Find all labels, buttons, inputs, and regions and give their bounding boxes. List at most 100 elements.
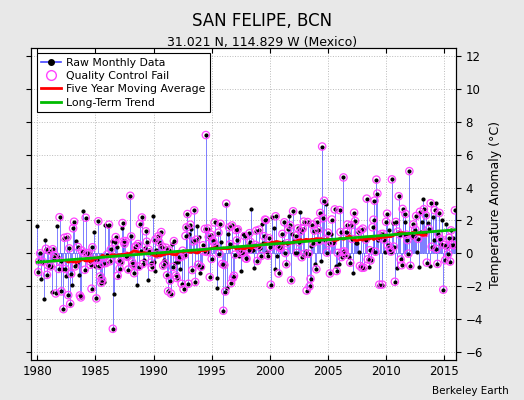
Point xyxy=(294,239,303,246)
Point xyxy=(143,238,151,245)
Point xyxy=(362,236,370,243)
Point xyxy=(339,248,347,255)
Point xyxy=(308,222,316,228)
Point xyxy=(123,254,132,260)
Point xyxy=(49,246,57,252)
Point xyxy=(94,218,103,224)
Point xyxy=(286,222,294,228)
Point xyxy=(208,256,216,262)
Point xyxy=(354,229,362,236)
Point xyxy=(112,234,120,240)
Point xyxy=(102,260,110,266)
Point xyxy=(297,228,305,234)
Point xyxy=(443,243,451,249)
Point xyxy=(271,213,280,220)
Point xyxy=(347,222,355,228)
Point xyxy=(136,221,144,227)
Point xyxy=(340,248,348,255)
Point xyxy=(151,236,160,243)
Point xyxy=(138,214,146,221)
Point xyxy=(264,252,272,259)
Point xyxy=(298,254,306,260)
Point xyxy=(129,262,137,268)
Point xyxy=(356,263,364,269)
Point xyxy=(430,207,439,214)
Point xyxy=(304,250,313,257)
Point xyxy=(114,257,123,263)
Point xyxy=(364,256,372,262)
Point xyxy=(246,239,255,245)
Point xyxy=(390,278,399,285)
Point xyxy=(232,227,240,233)
Point xyxy=(145,246,153,253)
Point xyxy=(398,206,407,212)
Point xyxy=(60,234,69,241)
Point xyxy=(178,248,187,254)
Point xyxy=(219,308,227,314)
Point xyxy=(433,261,442,267)
Point xyxy=(47,263,55,270)
Point xyxy=(132,243,140,250)
Point xyxy=(412,213,420,219)
Point xyxy=(346,260,354,266)
Point xyxy=(335,207,344,213)
Point xyxy=(141,228,150,234)
Point xyxy=(98,276,106,283)
Point xyxy=(395,193,403,200)
Point xyxy=(35,258,43,265)
Point xyxy=(65,245,73,252)
Point xyxy=(394,228,402,235)
Point xyxy=(280,219,289,226)
Point xyxy=(278,231,287,237)
Point xyxy=(116,259,125,266)
Point xyxy=(448,242,456,248)
Point xyxy=(368,224,377,230)
Point xyxy=(220,262,228,268)
Point xyxy=(106,258,114,264)
Point xyxy=(439,286,447,293)
Point xyxy=(410,232,418,239)
Point xyxy=(243,256,251,262)
Point xyxy=(236,247,244,254)
Point xyxy=(375,282,384,288)
Point xyxy=(428,244,436,250)
Point xyxy=(337,254,346,260)
Point xyxy=(326,270,334,277)
Point xyxy=(178,281,186,287)
Point xyxy=(96,273,104,280)
Point xyxy=(391,219,400,225)
Point xyxy=(103,251,111,258)
Point xyxy=(239,250,248,256)
Point xyxy=(39,259,47,265)
Point xyxy=(312,266,321,272)
Point xyxy=(221,288,230,295)
Point xyxy=(366,257,375,264)
Point xyxy=(107,246,115,253)
Point xyxy=(316,210,324,216)
Point xyxy=(373,190,381,197)
Point xyxy=(365,247,374,254)
Point xyxy=(324,230,332,236)
Point xyxy=(95,262,103,269)
Point xyxy=(43,262,52,268)
Point xyxy=(162,245,170,251)
Point xyxy=(370,198,379,204)
Point xyxy=(307,276,315,282)
Point xyxy=(121,241,129,247)
Point xyxy=(164,288,172,294)
Point xyxy=(303,219,312,225)
Point xyxy=(71,263,79,270)
Point xyxy=(293,250,301,256)
Point xyxy=(358,265,366,271)
Point xyxy=(447,227,455,234)
Point xyxy=(59,306,68,312)
Point xyxy=(84,250,93,256)
Point xyxy=(172,275,181,281)
Point xyxy=(284,226,292,232)
Point xyxy=(70,218,78,225)
Point xyxy=(155,239,163,246)
Point xyxy=(172,272,180,279)
Point xyxy=(369,216,378,223)
Point xyxy=(153,251,161,258)
Point xyxy=(260,233,268,240)
